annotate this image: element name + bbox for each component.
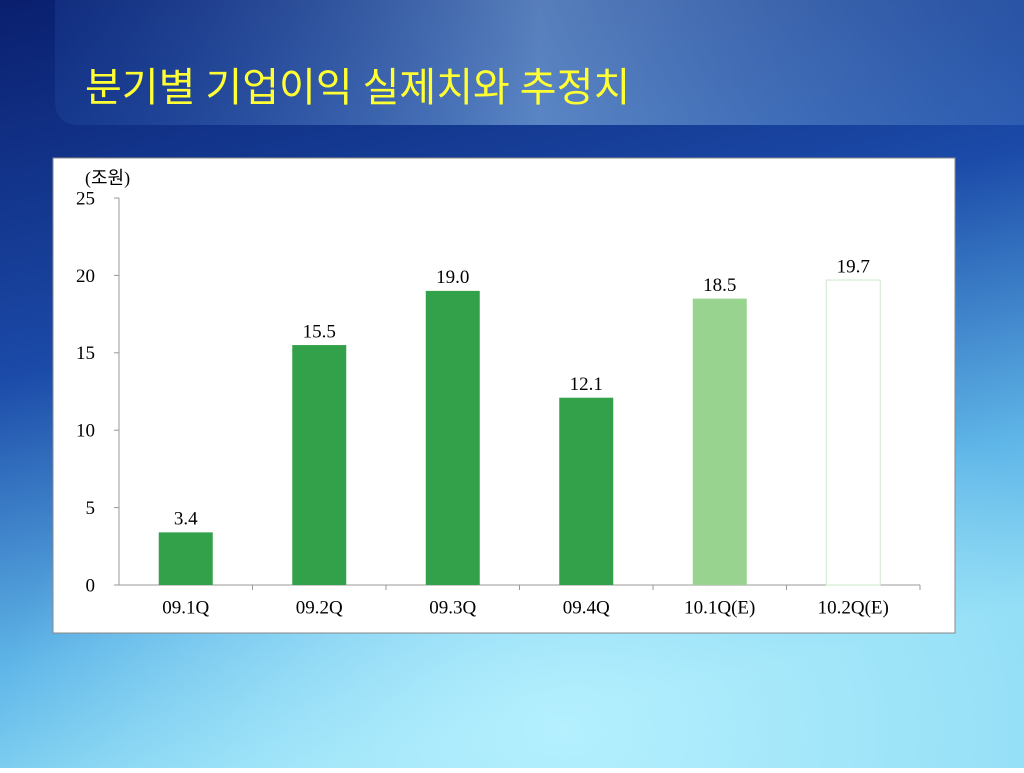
x-tick-label: 10.1Q(E) — [684, 597, 755, 618]
y-tick-label: 15 — [76, 343, 95, 364]
y-tick-label: 5 — [86, 498, 96, 519]
value-label: 19.7 — [837, 256, 870, 277]
y-tick-label: 20 — [76, 266, 95, 287]
y-tick-label: 0 — [86, 575, 96, 596]
value-label: 15.5 — [303, 321, 336, 342]
y-tick-label: 10 — [76, 421, 95, 442]
title: 분기별 기업이익 실제치와 추정치 — [85, 65, 630, 110]
bar — [559, 397, 614, 585]
x-tick-label: 10.2Q(E) — [818, 597, 889, 618]
x-tick-label: 09.1Q — [162, 597, 209, 618]
x-tick-label: 09.3Q — [429, 597, 476, 618]
x-tick-label: 09.2Q — [296, 597, 343, 618]
bar — [425, 290, 480, 585]
bar — [825, 279, 881, 586]
bar — [692, 298, 747, 585]
x-tick-label: 09.4Q — [563, 597, 610, 618]
bar — [292, 345, 347, 585]
bar — [158, 532, 213, 585]
value-label: 18.5 — [703, 275, 736, 296]
y-tick-label: 25 — [76, 188, 95, 209]
title-band — [55, 0, 1024, 125]
value-label: 3.4 — [174, 509, 198, 530]
value-label: 12.1 — [570, 374, 603, 395]
value-label: 19.0 — [436, 267, 469, 288]
unit-label: (조원) — [85, 168, 130, 189]
